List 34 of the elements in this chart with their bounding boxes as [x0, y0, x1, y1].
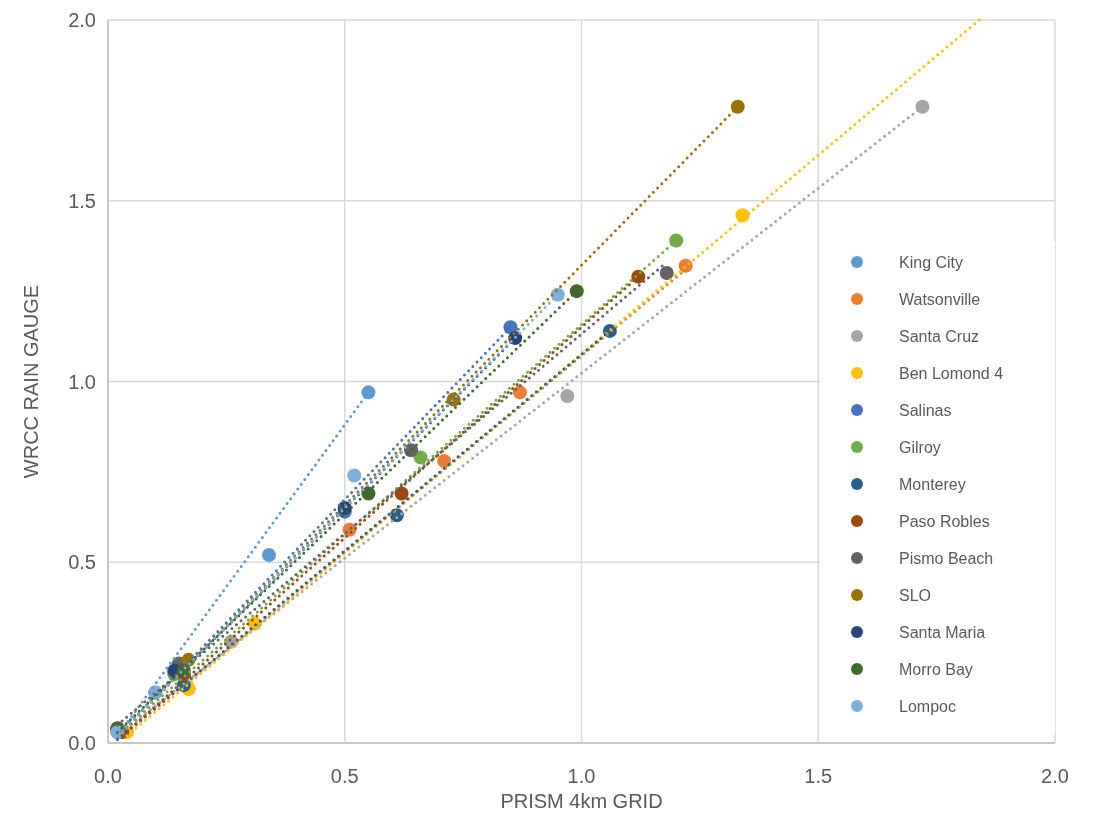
y-axis-title: WRCC RAIN GAUGE	[20, 284, 42, 479]
legend-label: SLO	[899, 587, 932, 604]
legend-label: Paso Robles	[899, 513, 990, 530]
point	[730, 99, 745, 114]
legend-label: Monterey	[899, 476, 966, 493]
y-tick-label: 1.5	[68, 189, 96, 212]
point	[437, 454, 452, 469]
point	[569, 284, 584, 299]
y-tick-label: 1.0	[68, 370, 96, 393]
legend-label: Pismo Beach	[899, 550, 994, 567]
legend-label: Santa Cruz	[899, 328, 980, 345]
x-tick-label: 1.0	[567, 765, 596, 787]
legend-label: Lompoc	[899, 698, 956, 715]
point	[347, 468, 362, 483]
x-tick-label: 0.5	[330, 765, 359, 787]
point	[261, 548, 276, 563]
x-axis-title: PRISM 4km GRID	[500, 790, 663, 812]
x-tick-label: 1.5	[804, 765, 833, 787]
legend-label: Ben Lomond 4	[899, 365, 1004, 382]
x-tick-label: 2.0	[1041, 765, 1069, 787]
point	[413, 450, 428, 465]
y-tick-label: 0.5	[68, 551, 96, 574]
legend-label: Gilroy	[899, 439, 941, 456]
legend-label: Watsonville	[899, 291, 981, 308]
legend-label: King City	[899, 254, 964, 271]
y-tick-label: 2.0	[68, 9, 96, 31]
x-tick-label: 0.0	[94, 765, 122, 787]
point	[512, 385, 527, 400]
point	[659, 266, 674, 281]
legend-label: Salinas	[899, 402, 952, 419]
legend-label: Morro Bay	[899, 661, 973, 678]
y-tick-label: 0.0	[68, 732, 96, 754]
legend-label: Santa Maria	[899, 624, 986, 641]
point	[560, 388, 575, 403]
